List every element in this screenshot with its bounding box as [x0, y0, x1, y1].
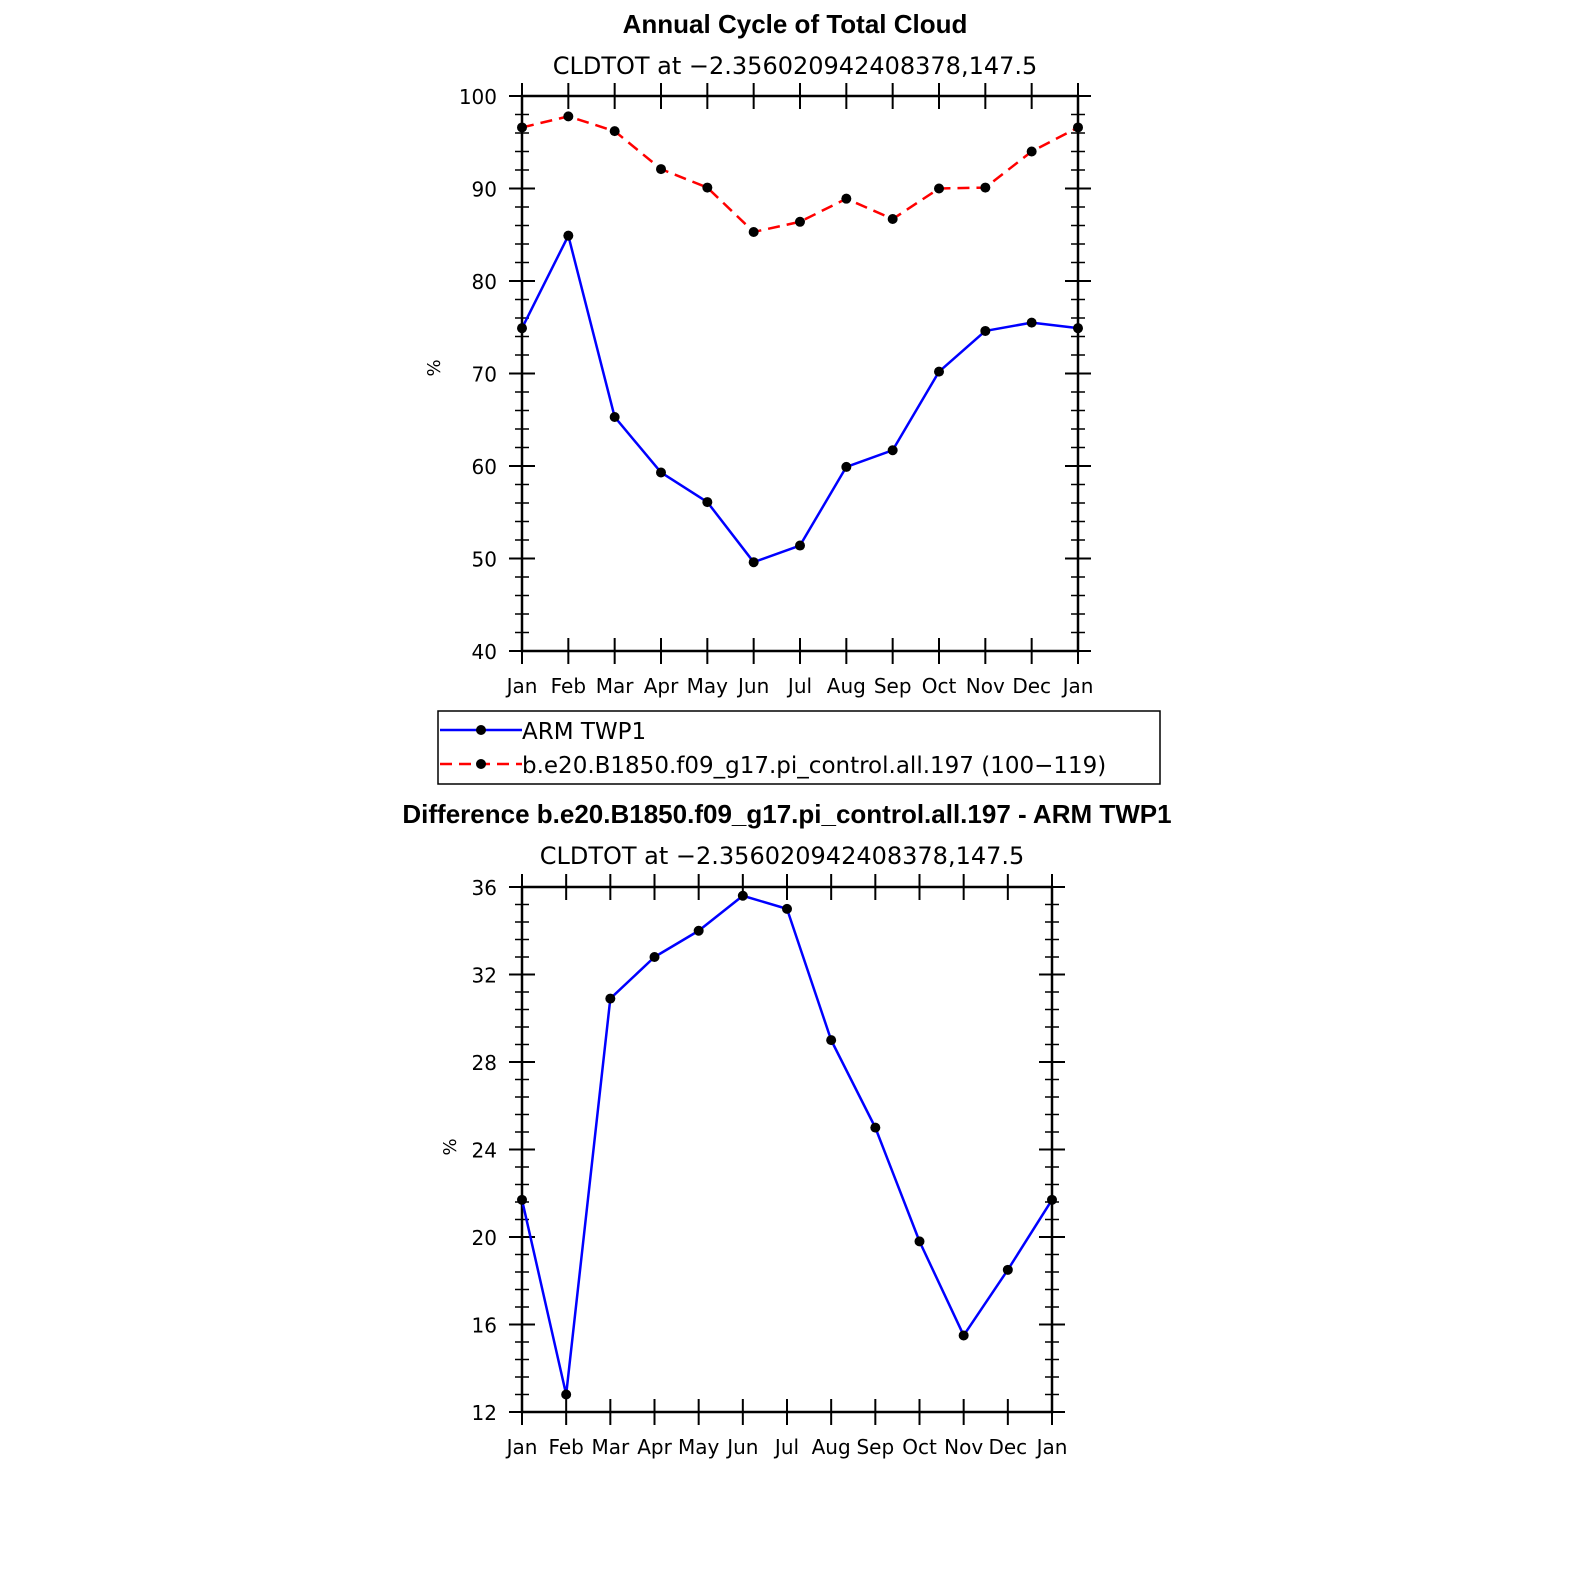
bottom-chart-series-1-point: [1002, 1264, 1013, 1275]
top-chart-xtick-label: Jun: [736, 674, 769, 698]
top-chart-series-2-point: [748, 226, 759, 237]
bottom-chart-xtick-label: Sep: [856, 1435, 894, 1459]
bottom-chart-xtick-label: Aug: [812, 1435, 851, 1459]
bottom-chart-xtick-label: Nov: [944, 1435, 983, 1459]
top-chart-series-2-point: [887, 214, 898, 225]
top-chart-xtick-label: Nov: [966, 674, 1005, 698]
top-chart-xtick-label: Mar: [596, 674, 635, 698]
bottom-chart-ytick-label: 20: [472, 1226, 497, 1250]
bottom-chart-series-1-point: [782, 903, 792, 914]
top-chart-xtick-label: Oct: [922, 674, 957, 698]
bottom-chart-ytick-label: 36: [472, 876, 497, 900]
bottom-chart-series-1-point: [649, 952, 660, 962]
top-chart-series-2-point: [841, 193, 852, 204]
bottom-chart-series-1-line: [520, 894, 1054, 1396]
bottom-chart-ylabel: %: [440, 1138, 461, 1155]
top-chart-series-1-point: [980, 325, 991, 336]
bottom-chart-series-1-point: [737, 890, 748, 901]
legend-marker-series-1: [476, 725, 486, 735]
bottom-chart-series-1-point: [693, 925, 704, 936]
legend-box: [437, 710, 1161, 785]
legend: ARM TWP1 b.e20.B1850.f09_g17.pi_control.…: [437, 710, 1161, 785]
bottom-chart-xtick-label: Dec: [988, 1435, 1027, 1459]
bottom-chart-series-1-point: [826, 1035, 837, 1046]
top-chart-xtick-label: Dec: [1012, 674, 1051, 698]
top-chart-xtick-label: Apr: [644, 674, 679, 698]
bottom-chart-ytick-label: 12: [472, 1401, 497, 1425]
top-chart-series-1-point: [795, 540, 805, 551]
bottom-chart-series-1-point: [517, 1194, 527, 1205]
bottom-chart-xtick-label: Jun: [725, 1435, 758, 1459]
bottom-chart-xtick-label: Feb: [548, 1435, 583, 1459]
top-chart-series-1-point: [656, 467, 666, 478]
top-chart-series-1-point: [841, 461, 852, 472]
bottom-chart-frame: [520, 885, 1054, 1414]
bottom-chart-series-1-point: [1047, 1194, 1057, 1205]
top-chart-xtick-label: Jan: [505, 674, 538, 698]
top-chart-series-2-point: [563, 111, 574, 122]
bottom-chart-series-1-point: [958, 1330, 969, 1341]
top-chart-series-2-point: [980, 182, 991, 193]
top-chart-series-2-point: [795, 216, 805, 227]
top-chart-series-2-point: [1026, 146, 1037, 157]
bottom-chart-title: Difference b.e20.B1850.f09_g17.pi_contro…: [402, 799, 1171, 829]
bottom-chart-series-1-point: [914, 1236, 925, 1247]
bottom-chart-series-1-point: [870, 1122, 881, 1133]
top-chart-series-1-line: [520, 234, 1079, 564]
bottom-chart-subtitle: CLDTOT at −2.356020942408378,147.5: [540, 842, 1025, 870]
bottom-chart-series-1-point: [561, 1389, 572, 1400]
top-chart-series-1-point: [1026, 317, 1037, 328]
bottom-chart-xtick-label: Oct: [902, 1435, 937, 1459]
bottom-chart-xtick-label: Mar: [591, 1435, 630, 1459]
top-chart-series-2-point: [702, 182, 713, 193]
bottom-chart-ytick-label: 16: [472, 1314, 497, 1338]
top-chart-subtitle: CLDTOT at −2.356020942408378,147.5: [553, 52, 1038, 80]
top-chart-series-1-point: [517, 323, 527, 334]
top-chart-series-2-point: [517, 122, 527, 133]
legend-label-series-2: b.e20.B1850.f09_g17.pi_control.all.197 (…: [522, 753, 1106, 779]
top-chart-ytick-label: 100: [459, 85, 497, 109]
top-chart-xtick-label: Sep: [874, 674, 912, 698]
bottom-chart-series-1-point: [605, 993, 616, 1004]
top-chart-title: Annual Cycle of Total Cloud: [623, 9, 968, 39]
top-chart-xtick-label: Jul: [786, 674, 812, 698]
top-chart-series-2-point: [656, 164, 666, 175]
top-chart-xtick-label: Aug: [827, 674, 866, 698]
top-chart-ytick-label: 90: [472, 178, 497, 202]
top-chart-xtick-label: May: [687, 674, 729, 698]
bottom-chart-xtick-label: Jan: [505, 1435, 538, 1459]
bottom-chart-xtick-label: Jan: [1035, 1435, 1068, 1459]
top-chart-series-2-point: [934, 183, 944, 194]
top-chart-series-1-point: [748, 557, 759, 568]
top-chart-series-1-point: [563, 230, 574, 241]
top-chart-series-1-point: [934, 366, 944, 377]
top-chart-series-1-point: [609, 411, 620, 422]
top-chart-xtick-label: Feb: [551, 674, 586, 698]
top-chart-xtick-label: Jan: [1061, 674, 1094, 698]
bottom-chart-ytick-label: 24: [472, 1139, 497, 1163]
legend-label-series-1: ARM TWP1: [522, 719, 646, 745]
top-chart-series-2-point: [1073, 122, 1083, 133]
top-chart-ytick-label: 70: [472, 363, 497, 387]
top-chart-series-1-point: [702, 497, 713, 508]
top-chart-series-1-point: [887, 445, 898, 456]
bottom-chart-ytick-label: 28: [472, 1051, 497, 1075]
top-chart-series-1-point: [1073, 323, 1083, 334]
legend-marker-series-2: [476, 759, 486, 769]
top-chart-ytick-label: 60: [472, 455, 497, 479]
bottom-chart-xtick-label: Apr: [637, 1435, 672, 1459]
top-chart-series-2-line: [521, 115, 1079, 234]
top-chart-plot: 40 50 60 70 80 90 100 Jan Feb Mar Apr May Jun Jul Aug S…: [459, 83, 1094, 698]
bottom-chart-ytick-label: 32: [472, 964, 497, 988]
top-chart-ylabel: %: [424, 359, 445, 376]
bottom-chart-xtick-label: Jul: [773, 1435, 799, 1459]
top-chart-ytick-label: 50: [472, 548, 497, 572]
top-chart-series-2-point: [609, 126, 620, 137]
bottom-chart-xtick-label: May: [678, 1435, 720, 1459]
bottom-chart-plot: 12 16 20 24 28 32 36 Jan Feb Mar Apr May Jun Jul Aug Se…: [472, 874, 1068, 1459]
top-chart-ytick-label: 80: [472, 270, 497, 294]
top-chart-ytick-label: 40: [472, 640, 497, 664]
